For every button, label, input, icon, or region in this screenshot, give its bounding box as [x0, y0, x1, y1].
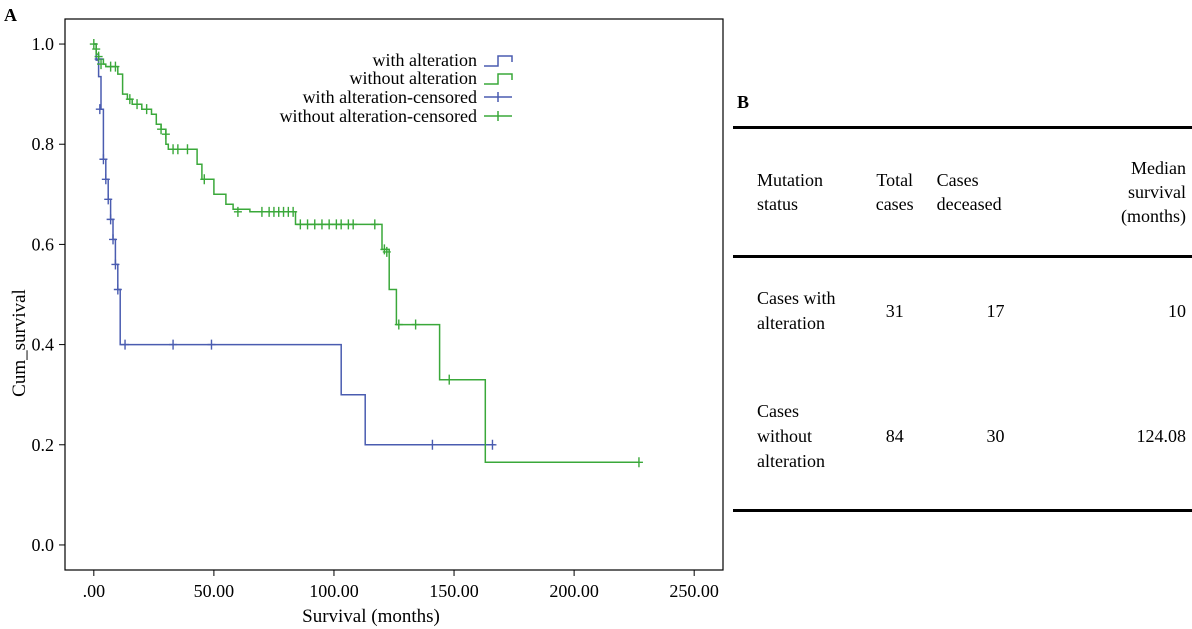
cell-status: Cases without alteration — [757, 401, 825, 471]
censor-mark — [411, 319, 420, 330]
censor-mark — [445, 374, 454, 385]
censor-mark — [207, 339, 216, 350]
censor-mark — [173, 144, 182, 155]
censor-mark — [169, 339, 178, 350]
x-tick-label: 50.00 — [194, 581, 235, 601]
legend-swatch — [484, 111, 512, 121]
cell-median: 124.08 — [1136, 426, 1187, 446]
censor-mark — [109, 234, 118, 245]
censor-mark — [101, 174, 110, 185]
cell-deceased: 30 — [986, 426, 1005, 446]
x-tick-label: .00 — [83, 581, 106, 601]
legend-entry: with alteration — [373, 50, 477, 70]
censor-mark — [488, 439, 497, 450]
censor-mark — [111, 259, 120, 270]
censor-mark — [104, 194, 113, 205]
y-tick-label: 0.6 — [32, 234, 55, 254]
x-tick-label: 250.00 — [669, 581, 719, 601]
x-tick-label: 150.00 — [429, 581, 479, 601]
censor-mark — [325, 219, 334, 230]
censor-mark — [157, 124, 166, 135]
censor-mark — [99, 154, 108, 165]
censor-mark — [634, 457, 643, 468]
survival-curve-with-alteration — [93, 43, 495, 446]
table-row: Cases without alteration 84 30 124.08 — [733, 364, 1192, 511]
y-axis-label: Cum_survival — [9, 289, 30, 397]
censor-mark — [133, 99, 142, 110]
censor-mark — [428, 439, 437, 450]
legend-entry: without alteration — [350, 68, 477, 88]
censor-mark — [200, 174, 209, 185]
header-cases-deceased: Cases deceased — [936, 170, 1002, 214]
censor-mark — [289, 206, 298, 217]
legend-swatch — [484, 92, 512, 102]
y-tick-label: 0.2 — [32, 435, 55, 455]
cell-total: 31 — [885, 300, 904, 321]
censor-mark — [257, 206, 266, 217]
cell-status: Cases with alteration — [757, 288, 836, 333]
x-axis-label: Survival (months) — [302, 606, 440, 627]
plot-frame — [64, 18, 724, 571]
censor-mark — [92, 44, 101, 55]
table-row: Cases with alteration 31 17 10 — [733, 257, 1192, 365]
x-tick-label: 200.00 — [549, 581, 599, 601]
censor-mark — [349, 219, 358, 230]
censor-mark — [394, 319, 403, 330]
censor-mark — [296, 219, 305, 230]
censor-mark — [310, 219, 319, 230]
header-median-survival: Median survival (months) — [1121, 158, 1186, 226]
censor-mark — [161, 129, 170, 140]
survival-table: Mutation status Total cases Cases deceased … — [733, 126, 1192, 512]
censor-mark — [125, 94, 134, 105]
censor-marks — [89, 39, 643, 468]
censor-mark — [233, 206, 242, 217]
censor-mark — [142, 104, 151, 115]
y-tick-label: 1.0 — [32, 34, 55, 54]
cell-deceased: 17 — [986, 300, 1005, 321]
censor-mark — [111, 61, 120, 72]
axes: 0.0 0.2 0.4 0.6 0.8 1.0 .00 50.00 100.00 150.00 20… — [32, 34, 719, 601]
x-tick-label: 100.00 — [309, 581, 359, 601]
y-tick-label: 0.0 — [32, 535, 55, 555]
censor-mark — [95, 104, 104, 115]
censor-mark — [106, 214, 115, 225]
censor-mark — [183, 144, 192, 155]
censor-mark — [121, 339, 130, 350]
censor-mark — [89, 39, 98, 50]
cell-total: 84 — [885, 426, 904, 446]
censor-mark — [370, 219, 379, 230]
km-survival-chart: 0.0 0.2 0.4 0.6 0.8 1.0 .00 50.00 100.00 150.00 20… — [9, 18, 724, 627]
legend-entry: with alteration-censored — [303, 87, 477, 107]
header-total-cases: Total cases — [875, 170, 914, 214]
panel-a-label: A — [4, 5, 17, 25]
censor-mark — [337, 219, 346, 230]
legend-swatch — [484, 73, 513, 85]
legend-swatch — [484, 55, 513, 67]
table-header-row: Mutation status Total cases Cases deceased … — [733, 127, 1192, 257]
y-tick-label: 0.8 — [32, 134, 55, 154]
censor-mark — [113, 284, 122, 295]
censor-mark — [303, 219, 312, 230]
legend-entry: without alteration-censored — [280, 106, 477, 126]
cell-median: 10 — [1168, 300, 1186, 321]
censor-mark — [97, 59, 106, 70]
header-mutation-status: Mutation status — [757, 170, 823, 214]
censor-mark — [382, 246, 391, 257]
censor-mark — [317, 219, 326, 230]
censor-mark — [94, 51, 103, 62]
panel-b-label: B — [737, 92, 750, 112]
y-tick-label: 0.4 — [32, 335, 55, 355]
